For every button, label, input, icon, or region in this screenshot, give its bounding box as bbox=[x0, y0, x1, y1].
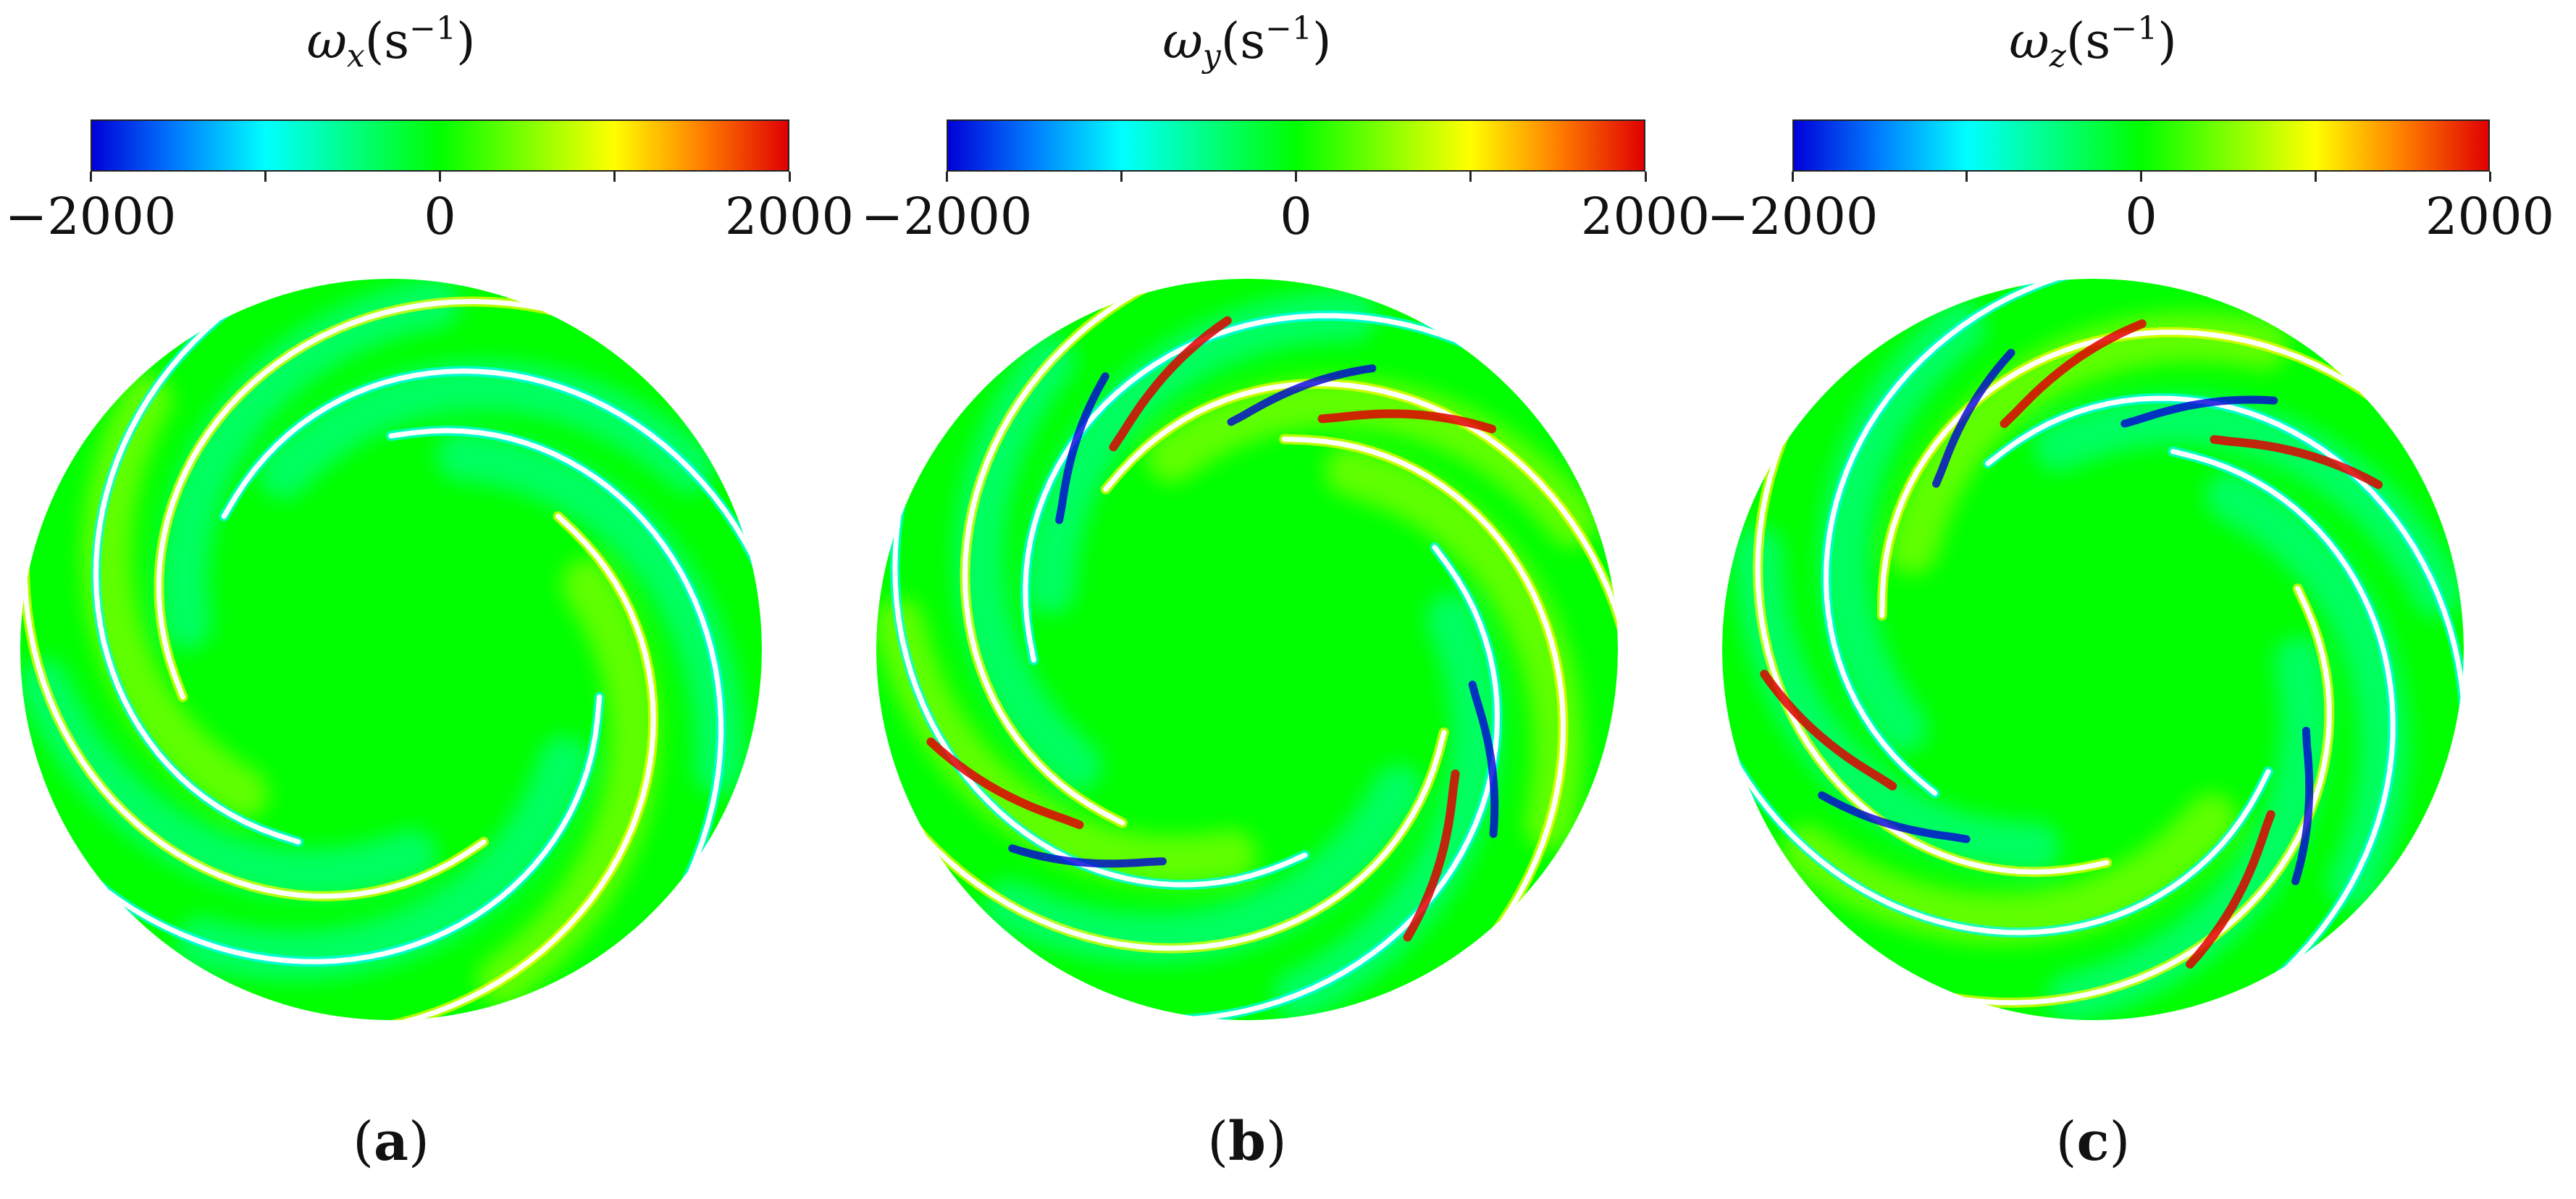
tick-label-min: −2000 bbox=[4, 187, 177, 246]
tick-label-zero: 0 bbox=[1280, 187, 1312, 246]
vorticity-contour-disk bbox=[876, 279, 1618, 1020]
impeller-blades bbox=[20, 296, 762, 1020]
blade bbox=[1725, 745, 2271, 935]
tick-label-min: −2000 bbox=[1706, 187, 1879, 246]
tick-label-zero: 0 bbox=[424, 187, 456, 246]
negative-vorticity-streak bbox=[2120, 395, 2278, 428]
blade bbox=[1103, 381, 1618, 643]
colorbar-title: ωz(s−1) bbox=[2009, 10, 2177, 75]
panel-c: ωz(s−1) −2000 0 2000 (c) bbox=[1707, 0, 2554, 1199]
negative-vorticity-streak bbox=[1008, 844, 1167, 868]
negative-vorticity-streak bbox=[1932, 348, 2015, 488]
positive-vorticity-streak bbox=[2210, 434, 2383, 489]
colorbar-tick bbox=[788, 172, 791, 182]
blade bbox=[388, 428, 724, 895]
negative-vorticity-streak bbox=[1468, 681, 1499, 838]
colorbar-tick bbox=[2488, 172, 2491, 182]
blade bbox=[1023, 313, 1478, 663]
panel-a: ωx(s−1) −2000 0 2000 (a) bbox=[5, 0, 854, 1199]
positive-vorticity-streak bbox=[1403, 769, 1460, 942]
blade bbox=[1755, 423, 2110, 875]
positive-vorticity-streak bbox=[926, 737, 1084, 830]
positive-vorticity-streak bbox=[2000, 319, 2147, 429]
blade bbox=[892, 491, 1308, 888]
colorbar-tick bbox=[264, 172, 267, 182]
positive-vorticity-streak bbox=[1317, 409, 1497, 434]
colorbar-tick bbox=[2140, 172, 2142, 182]
blade bbox=[1939, 586, 2332, 1006]
negative-vorticity-streak bbox=[2291, 726, 2314, 885]
panel-b: ωy(s−1) −2000 0 2000 (b) bbox=[861, 0, 1710, 1199]
blade bbox=[908, 730, 1447, 951]
blade bbox=[22, 553, 487, 899]
panel-label: (b) bbox=[1207, 1111, 1287, 1173]
blade bbox=[2170, 449, 2396, 986]
tick-label-min: −2000 bbox=[860, 187, 1033, 246]
panel-label: (c) bbox=[2055, 1111, 2131, 1173]
blade bbox=[1281, 437, 1566, 942]
tick-label-max: 2000 bbox=[1580, 187, 1711, 246]
colorbar-tick bbox=[1295, 172, 1297, 182]
colorbar-tick bbox=[945, 172, 948, 182]
panel-label: (a) bbox=[353, 1111, 429, 1173]
colorbar bbox=[1792, 119, 2490, 172]
blade bbox=[1823, 279, 2081, 796]
blade bbox=[1170, 544, 1501, 1020]
tick-label-max: 2000 bbox=[724, 187, 855, 246]
colorbar-tick bbox=[1469, 172, 1472, 182]
positive-vorticity-streak bbox=[1109, 316, 1232, 452]
negative-vorticity-streak bbox=[1055, 372, 1109, 524]
positive-vorticity-streak bbox=[1760, 670, 1897, 791]
colorbar-tick bbox=[1791, 172, 1794, 182]
vorticity-streaks bbox=[1760, 319, 2383, 969]
colorbar-tick bbox=[439, 172, 441, 182]
blade bbox=[87, 694, 603, 964]
blade bbox=[156, 298, 566, 700]
colorbar-title: ωx(s−1) bbox=[306, 10, 476, 75]
impeller-blades bbox=[1723, 279, 2464, 1008]
colorbar-tick bbox=[89, 172, 92, 182]
tick-label-zero: 0 bbox=[2125, 187, 2157, 246]
vorticity-contour-disk bbox=[1722, 279, 2464, 1020]
negative-vorticity-streak bbox=[1818, 791, 1971, 843]
blade bbox=[221, 368, 762, 578]
blade bbox=[962, 280, 1157, 825]
colorbar-title: ωy(s−1) bbox=[1162, 10, 1332, 75]
colorbar bbox=[91, 119, 789, 172]
vorticity-contour-disk bbox=[20, 279, 762, 1020]
positive-vorticity-streak bbox=[2186, 809, 2275, 969]
vorticity-streaks bbox=[926, 316, 1499, 942]
blade bbox=[379, 513, 656, 1020]
colorbar bbox=[947, 119, 1645, 172]
colorbar-tick bbox=[2314, 172, 2317, 182]
impeller-blades bbox=[889, 279, 1618, 1020]
blade bbox=[1879, 329, 2382, 618]
colorbar-tick bbox=[1965, 172, 1968, 182]
colorbar-tick bbox=[1120, 172, 1123, 182]
colorbar-tick bbox=[1644, 172, 1647, 182]
blade bbox=[93, 302, 301, 845]
colorbar-tick bbox=[613, 172, 616, 182]
blade bbox=[1985, 395, 2464, 722]
negative-vorticity-streak bbox=[1227, 364, 1377, 426]
tick-label-max: 2000 bbox=[2425, 187, 2555, 246]
